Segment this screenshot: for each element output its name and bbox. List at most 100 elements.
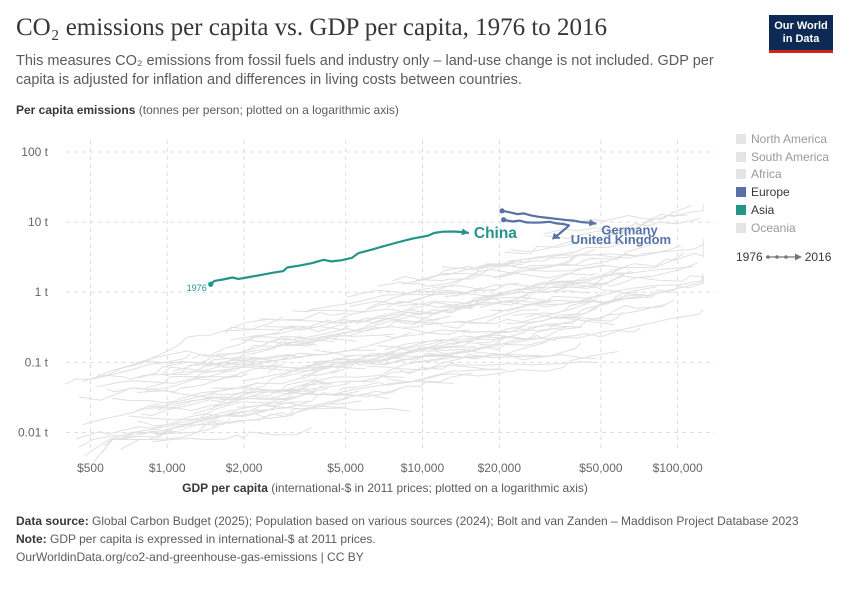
background-trajectory [106, 363, 276, 393]
background-trajectory [562, 273, 704, 292]
legend-swatch [736, 205, 746, 216]
series-line-united-kingdom [503, 218, 571, 240]
background-trajectory [301, 354, 482, 376]
background-trajectory [444, 267, 624, 298]
data-source-text: Global Carbon Budget (2025); Population … [92, 514, 799, 528]
background-trajectory [506, 243, 620, 262]
background-trajectory [82, 387, 329, 426]
legend-swatch [736, 187, 746, 198]
source-url[interactable]: OurWorldinData.org/co2-and-greenhouse-ga… [16, 550, 364, 564]
legend-label: Europe [751, 185, 790, 200]
background-trajectory [210, 360, 360, 389]
y-tick-label: 0.1 t [25, 355, 49, 369]
background-trajectory [280, 336, 506, 378]
background-trajectory [158, 379, 327, 411]
background-trajectory [137, 395, 302, 427]
series-label-china: China [474, 225, 517, 242]
note-text: GDP per capita is expressed in internati… [50, 532, 376, 546]
y-tick-label: 0.01 t [18, 425, 49, 439]
legend-label: Africa [751, 167, 782, 182]
legend-swatch [736, 222, 746, 233]
background-trajectory [97, 343, 309, 380]
series-end-arrow [588, 219, 597, 227]
legend-item-africa[interactable]: Africa [736, 166, 829, 184]
x-tick-label: $10,000 [401, 461, 445, 475]
background-trajectory [280, 346, 477, 392]
background-trajectory [152, 427, 312, 443]
legend-swatch [736, 151, 746, 162]
background-trajectory [264, 314, 452, 328]
background-trajectory [275, 393, 389, 407]
background-trajectory [135, 336, 357, 364]
background-trajectory [212, 377, 318, 408]
y-tick-label: 1 t [35, 285, 49, 299]
background-trajectory [395, 300, 554, 329]
x-tick-label: $50,000 [579, 461, 623, 475]
legend-item-oceania[interactable]: Oceania [736, 219, 829, 237]
y-tick-label: 100 t [21, 145, 48, 159]
background-trajectory [104, 421, 224, 447]
chart-subtitle: This measures CO₂ emissions from fossil … [16, 53, 714, 88]
background-trajectory [75, 410, 267, 440]
background-trajectory [255, 405, 411, 412]
background-trajectory [461, 294, 643, 333]
background-trajectory [78, 430, 169, 448]
legend-label: North America [751, 131, 828, 146]
series-start-point [208, 281, 214, 287]
background-trajectory [303, 282, 519, 313]
background-trajectory [84, 402, 306, 456]
background-trajectory [504, 214, 687, 255]
timeline-legend: 1976 2016 [736, 250, 831, 264]
timeline-start: 1976 [736, 250, 763, 264]
background-trajectory [489, 293, 600, 312]
background-trajectory [381, 361, 595, 379]
background-trajectory [346, 285, 497, 298]
background-trajectory [215, 332, 411, 360]
background-trajectory [224, 325, 351, 334]
background-trajectory [267, 365, 366, 373]
background-trajectory [259, 303, 419, 324]
owid-logo[interactable]: Our World in Data [769, 15, 833, 53]
legend-item-south-america[interactable]: South America [736, 148, 829, 166]
background-trajectory [556, 270, 632, 292]
background-trajectory [164, 354, 314, 377]
background-trajectory [404, 309, 539, 328]
x-tick-label: $20,000 [478, 461, 522, 475]
background-trajectory [137, 381, 332, 398]
legend-item-europe[interactable]: Europe [736, 183, 829, 201]
background-trajectory [291, 290, 450, 313]
background-trajectory [409, 353, 541, 363]
background-trajectory [441, 245, 682, 271]
background-trajectory [512, 312, 614, 326]
background-trajectory [95, 316, 284, 378]
x-tick-label: $5,000 [327, 461, 364, 475]
legend-label: Asia [751, 203, 775, 218]
background-trajectory [218, 375, 405, 401]
background-trajectory [64, 353, 191, 385]
background-trajectory [128, 405, 295, 421]
background-trajectory [553, 299, 675, 320]
series-start-label: 1976 [187, 283, 207, 293]
x-axis-note: (international-$ in 2011 prices; plotted… [271, 481, 588, 495]
x-axis-label: GDP per capita (international-$ in 2011 … [0, 481, 770, 495]
background-trajectory [172, 337, 330, 372]
background-trajectory [543, 218, 700, 235]
x-tick-label: $100,000 [653, 461, 703, 475]
legend-item-north-america[interactable]: North America [736, 130, 829, 148]
series-label-germany: Germany [601, 223, 658, 238]
chart-note: Note: GDP per capita is expressed in int… [16, 532, 816, 547]
legend-item-asia[interactable]: Asia [736, 201, 829, 219]
x-tick-label: $500 [77, 461, 104, 475]
timeline-arrow-icon [765, 253, 802, 261]
background-trajectory [477, 334, 557, 344]
legend-label: South America [751, 149, 830, 164]
y-axis-note: (tonnes per person; plotted on a logarit… [138, 103, 399, 117]
background-trajectory [208, 407, 346, 425]
background-trajectory [425, 268, 597, 294]
logo-line-2: in Data [782, 33, 820, 45]
y-axis-label: Per capita emissions (tonnes per person;… [16, 103, 399, 117]
footer: Data source: Global Carbon Budget (2025)… [16, 514, 816, 568]
series-end-arrow [461, 228, 469, 236]
timeline-end: 2016 [804, 250, 832, 264]
